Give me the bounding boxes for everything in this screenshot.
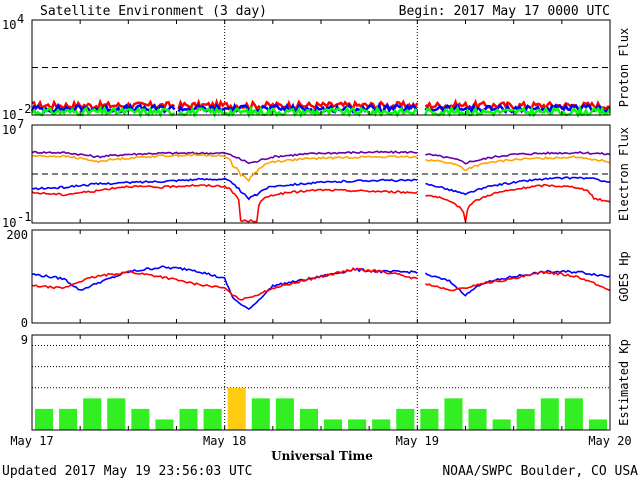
series-line-blue (31, 176, 610, 201)
kp-bar (324, 419, 343, 430)
kp-bar (372, 419, 391, 430)
y-tick-exponent: -1 (17, 210, 31, 224)
y-tick-exponent: 4 (17, 12, 24, 26)
y-tick-label: 0 (21, 316, 28, 330)
credit: NOAA/SWPC Boulder, CO USA (442, 464, 638, 479)
kp-bar (492, 419, 511, 430)
y-tick-exponent: 7 (17, 117, 24, 131)
kp-bar (251, 398, 270, 430)
y-tick-label: 10 (2, 18, 16, 32)
chart-title: Satellite Environment (3 day) (40, 4, 267, 19)
y-tick-exponent: -2 (17, 102, 31, 116)
kp-bar (299, 408, 318, 430)
y-axis-label: GOES Hp (617, 251, 631, 302)
x-tick-label: May 20 (588, 434, 631, 448)
x-tick-label: May 19 (396, 434, 439, 448)
updated-time: Updated 2017 May 19 23:56:03 UTC (2, 464, 252, 479)
x-tick-label: May 18 (203, 434, 246, 448)
y-tick-label: 9 (21, 333, 28, 347)
series-line-red (31, 183, 611, 223)
series-line-green (31, 104, 612, 119)
kp-bar (564, 398, 583, 430)
y-tick-label: 10 (2, 108, 16, 122)
series-line-orange (31, 153, 611, 183)
kp-bar (83, 398, 102, 430)
x-tick-label: May 17 (10, 434, 53, 448)
series-line-purple (31, 150, 611, 165)
kp-bar (444, 398, 463, 430)
kp-bar (59, 408, 78, 430)
kp-bar (155, 419, 174, 430)
kp-bar (227, 387, 246, 430)
kp-bar (131, 408, 150, 430)
kp-bar (107, 398, 126, 430)
kp-bar (348, 419, 367, 430)
begin-time: Begin: 2017 May 17 0000 UTC (399, 4, 610, 19)
y-tick-label: 200 (6, 228, 28, 242)
y-tick-label: 10 (2, 123, 16, 137)
panel-3: 0 200 GOES Hp (6, 228, 631, 330)
kp-bar (588, 419, 607, 430)
series-line-blue (31, 265, 611, 310)
x-axis-title: Universal Time (271, 449, 373, 463)
y-axis-label: Electron Flux (617, 127, 631, 221)
kp-bar (468, 408, 487, 430)
y-axis-label: Estimated Kp (617, 339, 631, 426)
kp-bar (540, 398, 559, 430)
y-axis-label: Proton Flux (617, 28, 631, 107)
series-line-red (31, 267, 611, 301)
kp-bar (203, 408, 222, 430)
kp-bar (396, 408, 415, 430)
kp-bar (275, 398, 294, 430)
panel-4: 9 Estimated Kp (21, 333, 631, 431)
kp-bar (179, 408, 198, 430)
kp-bar (420, 408, 439, 430)
y-tick-label: 10 (2, 216, 16, 230)
kp-bar (35, 408, 54, 430)
kp-bar (516, 408, 535, 430)
